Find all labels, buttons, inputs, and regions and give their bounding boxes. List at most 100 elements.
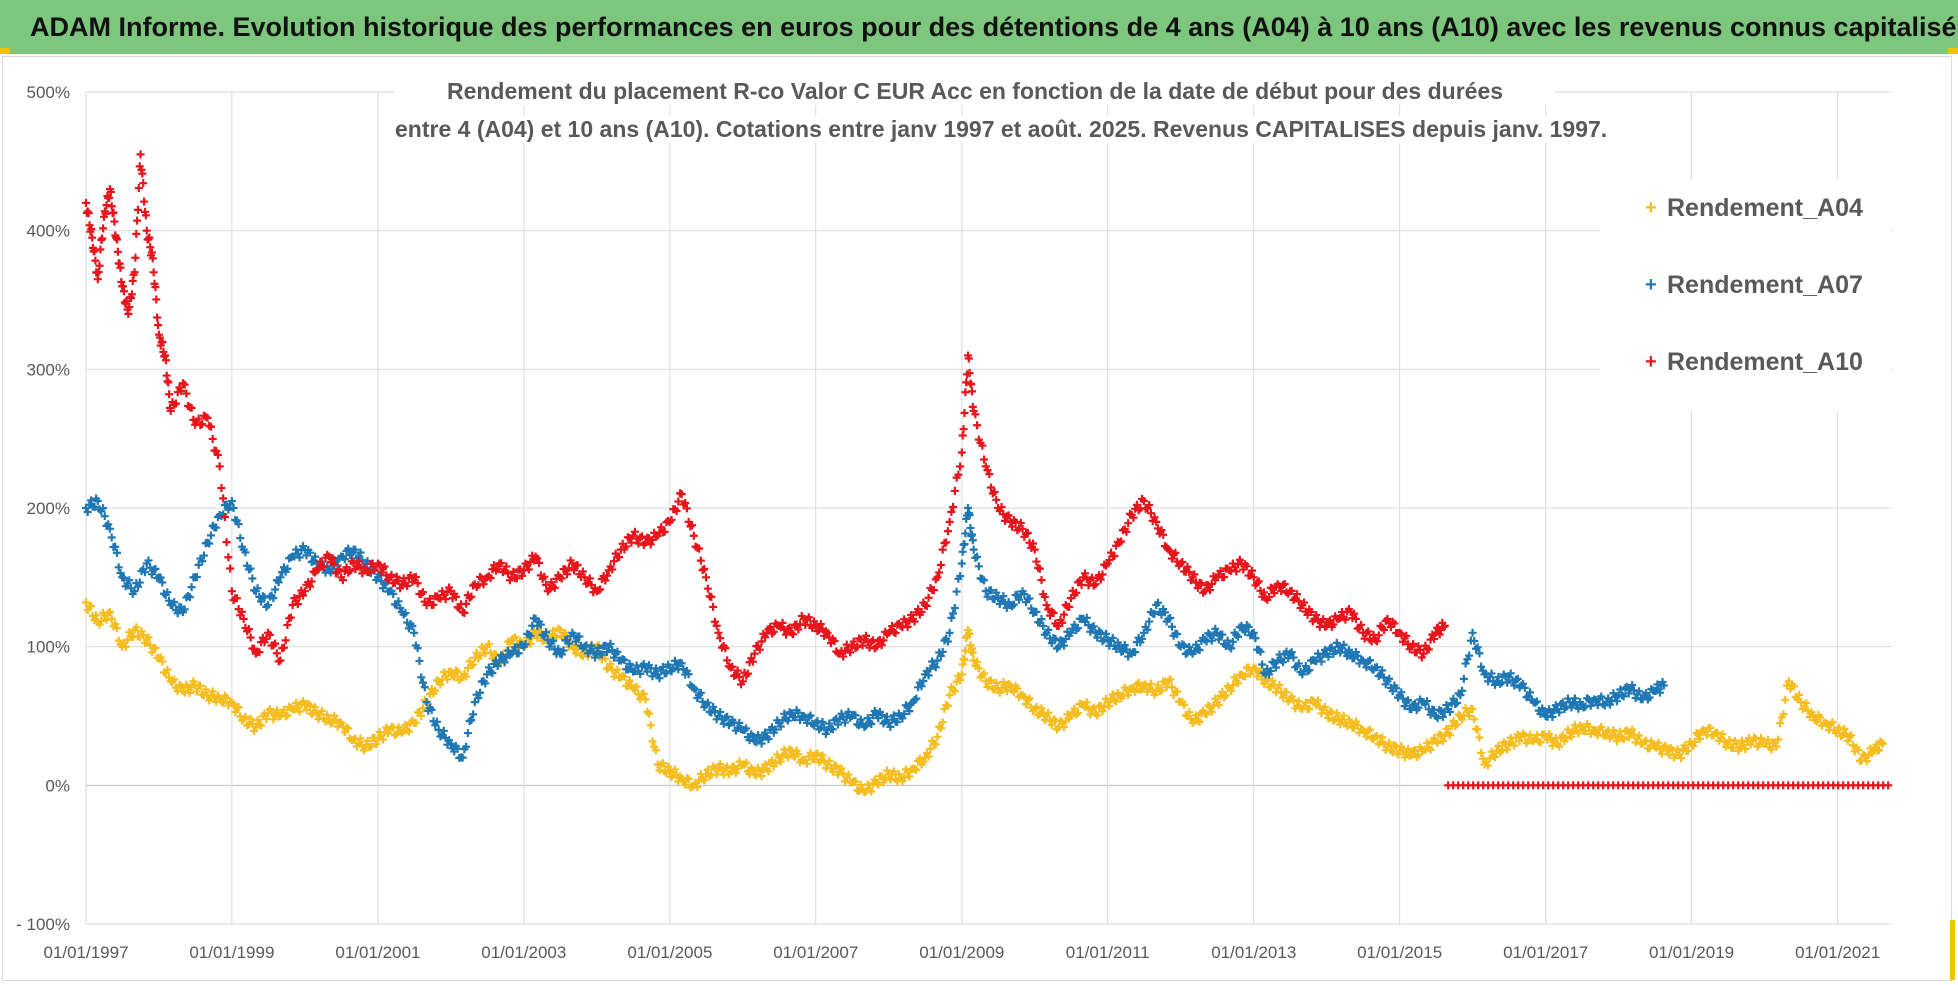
data-point-rendement-a10 bbox=[239, 614, 248, 623]
data-point-rendement-a07 bbox=[670, 656, 679, 665]
data-point-rendement-a04 bbox=[311, 703, 320, 712]
data-point-rendement-a10 bbox=[547, 578, 556, 587]
data-point-rendement-a10 bbox=[161, 356, 170, 365]
data-point-rendement-a10 bbox=[140, 197, 149, 206]
data-point-rendement-a04 bbox=[1301, 698, 1310, 707]
data-point-rendement-a04 bbox=[170, 675, 179, 684]
data-point-rendement-a10 bbox=[570, 566, 579, 575]
data-point-rendement-a07 bbox=[107, 533, 116, 542]
data-point-rendement-a04 bbox=[1677, 754, 1686, 763]
data-point-rendement-a04 bbox=[632, 682, 641, 691]
data-point-rendement-a04 bbox=[283, 711, 292, 720]
data-point-rendement-a07 bbox=[1353, 651, 1362, 660]
data-point-rendement-a04 bbox=[302, 705, 311, 714]
data-point-rendement-a04 bbox=[716, 760, 725, 769]
data-point-rendement-a04 bbox=[1847, 731, 1856, 740]
data-point-rendement-a10 bbox=[299, 591, 308, 600]
data-point-rendement-a07 bbox=[187, 583, 196, 592]
data-point-rendement-a07 bbox=[1365, 656, 1374, 665]
data-point-rendement-a07 bbox=[587, 641, 596, 650]
data-point-rendement-a07 bbox=[662, 669, 671, 678]
legend-label-a07: Rendement_A07 bbox=[1667, 271, 1863, 299]
data-point-rendement-a07 bbox=[655, 674, 664, 683]
data-point-rendement-a04 bbox=[810, 755, 819, 764]
data-point-rendement-a10 bbox=[1419, 649, 1428, 658]
data-point-rendement-a10 bbox=[102, 201, 111, 210]
banner-corner-right bbox=[1948, 48, 1958, 54]
data-point-rendement-a04 bbox=[1278, 693, 1287, 702]
data-point-rendement-a04 bbox=[1473, 725, 1482, 734]
data-point-rendement-a10 bbox=[609, 557, 618, 566]
data-point-rendement-a07 bbox=[696, 688, 705, 697]
data-point-rendement-a04 bbox=[484, 640, 493, 649]
data-point-rendement-a04 bbox=[957, 670, 966, 679]
data-point-rendement-a10 bbox=[1216, 566, 1225, 575]
data-point-rendement-a04 bbox=[177, 682, 186, 691]
data-point-rendement-a04 bbox=[992, 678, 1001, 687]
data-point-rendement-a07 bbox=[780, 709, 789, 718]
data-point-rendement-a10 bbox=[509, 567, 518, 576]
data-point-rendement-a10 bbox=[413, 579, 422, 588]
data-point-rendement-a10 bbox=[1152, 517, 1161, 526]
data-point-rendement-a07 bbox=[1251, 634, 1260, 643]
data-point-rendement-a07 bbox=[559, 646, 568, 655]
data-point-rendement-a04 bbox=[132, 623, 141, 632]
data-point-rendement-a10 bbox=[596, 585, 605, 594]
data-point-rendement-a10 bbox=[113, 235, 122, 244]
data-point-rendement-a04 bbox=[269, 715, 278, 724]
data-point-rendement-a04 bbox=[163, 665, 172, 674]
data-point-rendement-a04 bbox=[1362, 732, 1371, 741]
data-point-rendement-a04 bbox=[295, 707, 304, 716]
data-point-rendement-a04 bbox=[366, 742, 375, 751]
data-point-rendement-a07 bbox=[1616, 685, 1625, 694]
data-point-rendement-a10 bbox=[950, 486, 959, 495]
data-point-rendement-a07 bbox=[99, 504, 108, 513]
data-point-rendement-a07 bbox=[1317, 657, 1326, 666]
legend-item-a10: + Rendement_A10 bbox=[1600, 334, 1890, 411]
data-point-rendement-a04 bbox=[1378, 733, 1387, 742]
data-point-rendement-a07 bbox=[462, 742, 471, 751]
data-point-rendement-a10 bbox=[716, 634, 725, 643]
data-point-rendement-a07 bbox=[469, 710, 478, 719]
data-point-rendement-a04 bbox=[246, 714, 255, 723]
data-point-rendement-a10 bbox=[462, 599, 471, 608]
legend-item-a07: + Rendement_A07 bbox=[1600, 257, 1890, 334]
data-point-rendement-a10 bbox=[842, 640, 851, 649]
data-point-rendement-a07 bbox=[1214, 635, 1223, 644]
data-point-rendement-a10 bbox=[695, 544, 704, 553]
data-point-rendement-a04 bbox=[968, 648, 977, 657]
data-point-rendement-a10 bbox=[1200, 587, 1209, 596]
data-point-rendement-a07 bbox=[677, 659, 686, 668]
data-point-rendement-a07 bbox=[1150, 609, 1159, 618]
data-point-rendement-a10 bbox=[493, 564, 502, 573]
data-point-rendement-a10 bbox=[1029, 539, 1038, 548]
data-point-rendement-a04 bbox=[1690, 737, 1699, 746]
data-point-rendement-a04 bbox=[1775, 719, 1784, 728]
data-point-rendement-a04 bbox=[1037, 704, 1046, 713]
data-point-rendement-a04 bbox=[742, 758, 751, 767]
data-point-rendement-a07 bbox=[966, 523, 975, 532]
data-point-rendement-a10 bbox=[1004, 511, 1013, 520]
data-point-rendement-a07 bbox=[716, 707, 725, 716]
data-point-rendement-a10 bbox=[1178, 557, 1187, 566]
x-tick-label: 01/01/2001 bbox=[335, 943, 420, 962]
data-point-rendement-a10 bbox=[1117, 537, 1126, 546]
data-point-rendement-a07 bbox=[771, 725, 780, 734]
data-point-rendement-a07 bbox=[542, 628, 551, 637]
data-point-rendement-a10 bbox=[862, 631, 871, 640]
data-point-rendement-a10 bbox=[133, 216, 142, 225]
data-point-rendement-a04 bbox=[1657, 749, 1666, 758]
data-point-rendement-a04 bbox=[933, 732, 942, 741]
data-point-rendement-a04 bbox=[87, 601, 96, 610]
data-point-rendement-a04 bbox=[1757, 734, 1766, 743]
data-point-rendement-a10 bbox=[550, 583, 559, 592]
data-point-rendement-a10 bbox=[237, 607, 246, 616]
data-point-rendement-a07 bbox=[790, 713, 799, 722]
data-point-rendement-a07 bbox=[1082, 613, 1091, 622]
data-point-rendement-a10 bbox=[182, 389, 191, 398]
data-point-rendement-a07 bbox=[703, 698, 712, 707]
data-point-rendement-a10 bbox=[1139, 497, 1148, 506]
data-point-rendement-a04 bbox=[151, 644, 160, 653]
data-point-rendement-a07 bbox=[151, 564, 160, 573]
data-point-rendement-a10 bbox=[1145, 500, 1154, 509]
